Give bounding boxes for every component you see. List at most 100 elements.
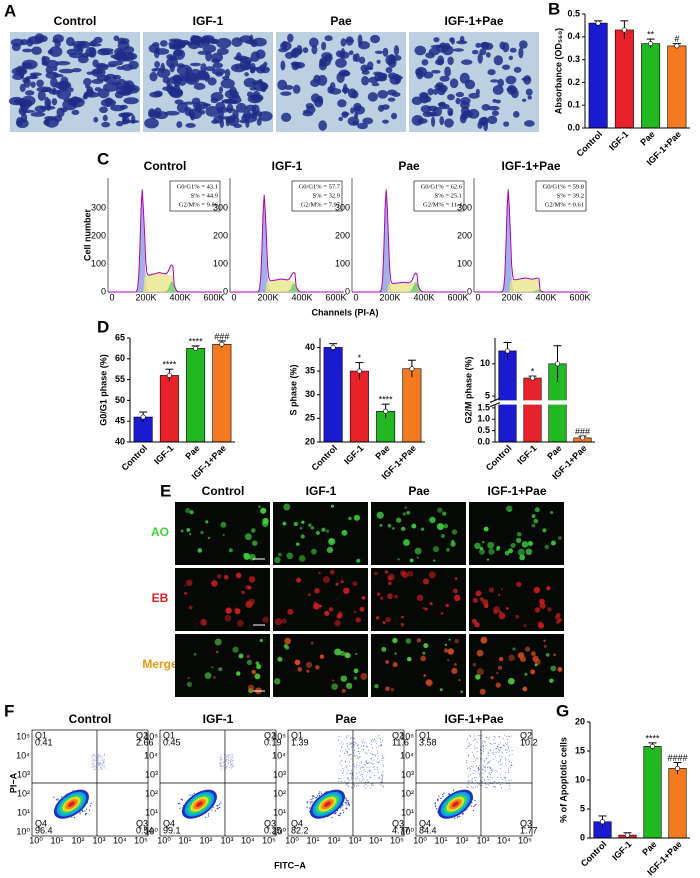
event	[225, 758, 227, 760]
event	[501, 763, 503, 765]
event	[359, 756, 361, 758]
x-tick-label: 400K	[535, 292, 556, 302]
cell	[446, 547, 450, 552]
event	[489, 767, 491, 769]
event	[225, 767, 227, 769]
event	[474, 756, 476, 758]
cell	[258, 505, 261, 509]
x-tick-label: Pae	[373, 443, 391, 461]
cell-cluster	[29, 72, 42, 77]
cell-cluster	[527, 95, 532, 100]
event	[361, 742, 363, 744]
event	[442, 793, 444, 795]
row-label: EB	[152, 591, 169, 605]
cell	[197, 548, 203, 553]
cycle-stat: G2/M% = 7.97	[301, 201, 341, 208]
cell-cluster	[30, 111, 46, 117]
cell	[236, 619, 244, 627]
event	[483, 748, 485, 750]
event	[93, 754, 95, 756]
event	[489, 749, 491, 751]
bar	[668, 768, 687, 839]
cell-cluster	[374, 50, 384, 54]
y-tick-label: 10³	[145, 769, 158, 779]
event	[320, 793, 323, 795]
y-tick-label: 10⁵	[272, 731, 286, 741]
quadrant-name: Q2	[264, 730, 276, 740]
event	[350, 770, 352, 772]
event	[378, 745, 380, 747]
y-tick-label: 100	[213, 258, 228, 268]
cell-cluster	[361, 75, 370, 86]
event	[93, 763, 95, 765]
cell	[512, 647, 516, 651]
data-point	[330, 344, 336, 350]
event	[361, 773, 363, 775]
cell-cluster	[317, 74, 328, 86]
event	[371, 783, 373, 785]
event	[483, 746, 485, 748]
event	[221, 767, 223, 769]
x-tick-label: Control	[120, 443, 150, 473]
cell-cluster	[512, 111, 520, 118]
event	[341, 747, 343, 749]
cell	[277, 552, 282, 557]
panel-label: A	[4, 1, 16, 20]
event	[377, 752, 379, 754]
event	[483, 779, 485, 781]
event	[339, 813, 341, 815]
panel-label: D	[97, 317, 109, 336]
cell-cluster	[192, 101, 209, 110]
cell-cluster	[176, 74, 188, 82]
cell	[532, 655, 539, 662]
cell-cluster	[335, 50, 343, 58]
event	[97, 762, 99, 764]
event	[467, 781, 469, 783]
panel-label: G	[556, 701, 569, 720]
cell-cluster	[205, 51, 213, 62]
event	[500, 777, 502, 779]
cell-cluster	[244, 72, 249, 77]
cell-cluster	[371, 82, 380, 87]
event	[353, 742, 355, 744]
cell-cluster	[22, 48, 33, 53]
event	[231, 754, 233, 756]
event	[467, 780, 469, 782]
event	[232, 766, 234, 768]
event	[485, 758, 487, 760]
cell-cluster	[468, 92, 480, 99]
event	[508, 735, 510, 737]
significance: ###	[214, 331, 229, 341]
cell	[401, 526, 406, 531]
y-tick-label: 0.5	[567, 8, 580, 18]
event	[360, 780, 362, 782]
cell-cluster	[102, 114, 108, 122]
cell-cluster	[348, 50, 354, 56]
event	[483, 759, 485, 761]
event	[467, 768, 469, 770]
event	[442, 795, 444, 797]
cell-cluster	[71, 109, 80, 116]
cell-cluster	[452, 48, 464, 52]
event	[357, 777, 359, 779]
event	[99, 756, 101, 758]
y-tick-label: 300	[457, 202, 472, 212]
cell-cluster	[58, 68, 75, 74]
cell	[326, 546, 334, 554]
cell	[189, 510, 194, 515]
quadrant-value: 3.58	[419, 737, 437, 747]
cell	[516, 581, 522, 588]
event	[363, 768, 365, 770]
x-tick-label: 10²	[327, 835, 340, 845]
event	[219, 757, 221, 759]
cell	[387, 593, 393, 600]
event	[92, 755, 94, 757]
data-point	[554, 361, 560, 367]
event	[362, 748, 364, 750]
event	[479, 780, 481, 782]
cell-cluster	[54, 73, 64, 78]
event	[473, 761, 475, 763]
cell-cluster	[393, 45, 400, 56]
event	[452, 789, 455, 791]
x-tick-label: 10⁴	[241, 835, 255, 845]
